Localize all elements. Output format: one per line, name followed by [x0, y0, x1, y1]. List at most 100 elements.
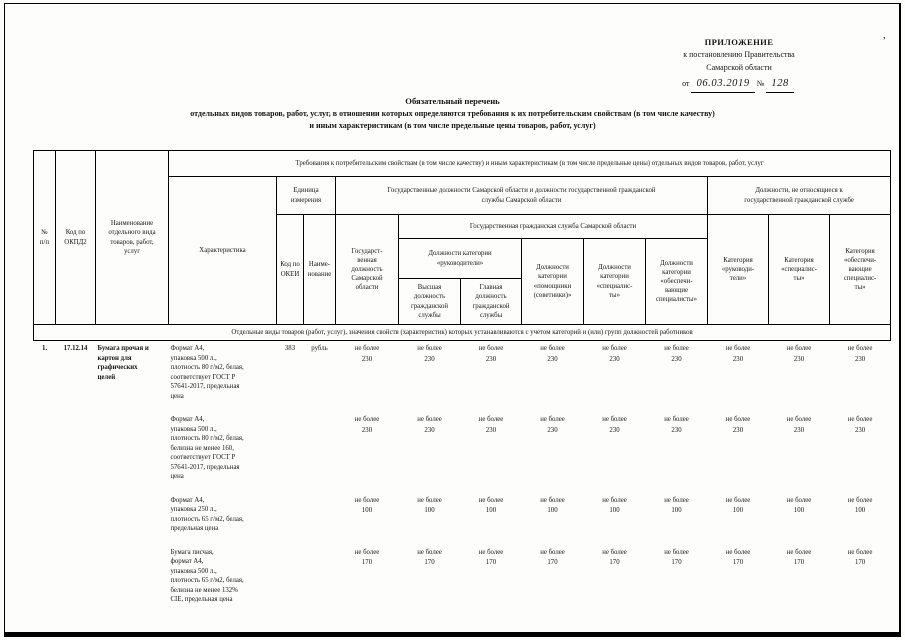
limit-value-cell: не более 170 [399, 545, 461, 616]
limit-value-cell: не более 230 [522, 412, 584, 493]
limit-value-cell: не более 100 [646, 493, 708, 545]
appendix-line-2: к постановлению Правительства [683, 50, 795, 60]
item-characteristic-row: Бумага писчая, формат А4, упаковка 500 л… [34, 545, 891, 616]
limit-label: не более [540, 416, 565, 424]
limit-label: не более [664, 345, 689, 352]
limit-number: 230 [547, 426, 558, 434]
header-unit-of-measure: Единица измерения [276, 176, 336, 215]
limit-label: не более [478, 416, 504, 424]
header-row-4: Должности категории «руководители» Должн… [34, 238, 891, 325]
appendix-block: ПРИЛОЖЕНИЕ к постановлению Правительства… [620, 36, 858, 94]
limit-value-cell: не более 100 [769, 493, 830, 545]
limit-label: не более [602, 496, 627, 504]
item-characteristic-row: Формат А4, упаковка 250 л., плотность 65… [34, 493, 891, 545]
limit-label: не более [417, 416, 442, 424]
header-cat-assistants: Должности категории «помощники (советник… [521, 238, 584, 325]
limit-number: 170 [671, 559, 682, 567]
title-line-2: отдельных видов товаров, работ, услуг, в… [190, 109, 715, 118]
limit-label: не более [417, 548, 442, 556]
limit-number: 230 [793, 355, 805, 363]
header-gov-positions: Государственные должности Самарской обла… [335, 176, 708, 215]
limit-label: не более [725, 496, 751, 504]
document-title: Обязательный перечень отдельных видов то… [0, 96, 905, 131]
limit-number: 170 [854, 559, 866, 567]
limit-value-cell: не более 100 [830, 493, 891, 545]
okei-code-value: 383 [284, 345, 296, 352]
limit-number: 230 [732, 355, 744, 363]
limit-number: 230 [732, 426, 744, 434]
header-noncivil-specialists: Категория «специалис- ты» [768, 214, 830, 325]
limit-number: 230 [854, 355, 866, 363]
limit-value-cell: не более 230 [830, 412, 891, 493]
header-cat-specialists: Должности категории «специалис- ты» [583, 238, 646, 325]
limit-value-cell: не более 100 [522, 493, 584, 545]
okei-unit-name: рубль [311, 345, 328, 352]
limit-label: не более [417, 345, 442, 352]
limit-number: 100 [671, 507, 682, 515]
header-noncivil-support: Категория «обеспечи- вающие специалис- т… [828, 214, 892, 325]
header-col-num: № п/п [33, 150, 56, 325]
header-col-characteristic: Характеристика [168, 176, 277, 325]
header-col-name: Наименование отдельного вида товаров, ра… [95, 150, 169, 325]
handwritten-date: 06.03.2019 [691, 76, 755, 94]
header-row-1: № п/п Код по ОКПД2 Наименование отдельно… [33, 150, 892, 325]
limit-label: не более [847, 345, 873, 352]
header-main-position: Главная должность гражданской службы [460, 278, 522, 325]
limit-number: 100 [732, 507, 744, 515]
limit-label: не более [664, 496, 689, 504]
limit-value-cell: не более 170 [522, 545, 584, 616]
limit-value-cell: не более 230 [769, 341, 830, 413]
limit-number: 230 [424, 426, 435, 434]
appendix-date-line: от 06.03.2019 № 128 [620, 76, 858, 94]
limit-label: не более [602, 416, 627, 424]
limit-value-cell: не более 230 [584, 341, 646, 413]
limit-value-cell: не более 230 [769, 412, 830, 493]
limit-label: не более [725, 345, 751, 352]
limit-value-cell: не более 230 [708, 412, 769, 493]
date-prefix-label: от [682, 79, 690, 89]
header-row-2: Характеристика Единица измерения Государ… [34, 176, 892, 325]
handwritten-number: 128 [766, 76, 794, 94]
limit-number: 100 [854, 507, 866, 515]
appendix-title: ПРИЛОЖЕНИЕ [704, 37, 774, 47]
header-high-position: Высшая должность гражданской службы [398, 278, 461, 325]
appendix-line-3: Самарской области [706, 62, 772, 72]
limit-value-cell: не более 230 [336, 341, 399, 413]
limit-number: 230 [671, 355, 682, 363]
header-cat-support-specialists: Должности категории «обеспечи- вающие сп… [645, 238, 708, 325]
limit-value-cell: не более 100 [399, 493, 461, 545]
limit-number: 170 [361, 559, 373, 567]
limit-label: не более [354, 416, 380, 424]
limit-label: не более [540, 548, 565, 556]
limit-number: 170 [424, 559, 435, 567]
limit-label: не более [602, 548, 627, 556]
number-prefix-label: № [756, 79, 765, 89]
limit-value-cell: не более 170 [584, 545, 646, 616]
limit-value-cell: не более 170 [336, 545, 399, 616]
limit-number: 100 [609, 507, 620, 515]
limit-value-cell: не более 100 [708, 493, 769, 545]
item-number: 1. [41, 345, 48, 352]
limit-label: не более [725, 548, 751, 556]
limit-label: не более [540, 345, 565, 352]
requirements-table: № п/п Код по ОКПД2 Наименование отдельно… [32, 150, 892, 616]
item-characteristic-row: 1. 17.12.14 Бумага прочая и картон для гра… [34, 341, 891, 413]
characteristic-text: Формат А4, упаковка 500 л., плотность 80… [170, 416, 244, 481]
item-characteristic-row: Формат А4, упаковка 500 л., плотность 80… [34, 412, 891, 493]
limit-label: не более [786, 548, 812, 556]
limit-number: 230 [609, 355, 620, 363]
limit-number: 170 [547, 559, 558, 567]
limit-number: 100 [485, 507, 497, 515]
characteristic-text: Формат А4, упаковка 500 л., плотность 80… [170, 345, 244, 400]
limit-value-cell: не более 230 [336, 412, 399, 493]
limit-label: не более [354, 548, 380, 556]
header-requirements: Требования к потребительским свойствам (… [167, 150, 892, 177]
header-noncivil-managers: Категория «руководи- тели» [707, 214, 769, 325]
limit-label: не более [847, 548, 873, 556]
limit-number: 170 [609, 559, 620, 567]
limit-label: не более [725, 416, 751, 424]
header-row-3: Код по ОКЕИ Наиме- нование Государст- ве… [34, 214, 892, 325]
limit-value-cell: не более 170 [646, 545, 708, 616]
limit-number: 170 [485, 559, 497, 567]
